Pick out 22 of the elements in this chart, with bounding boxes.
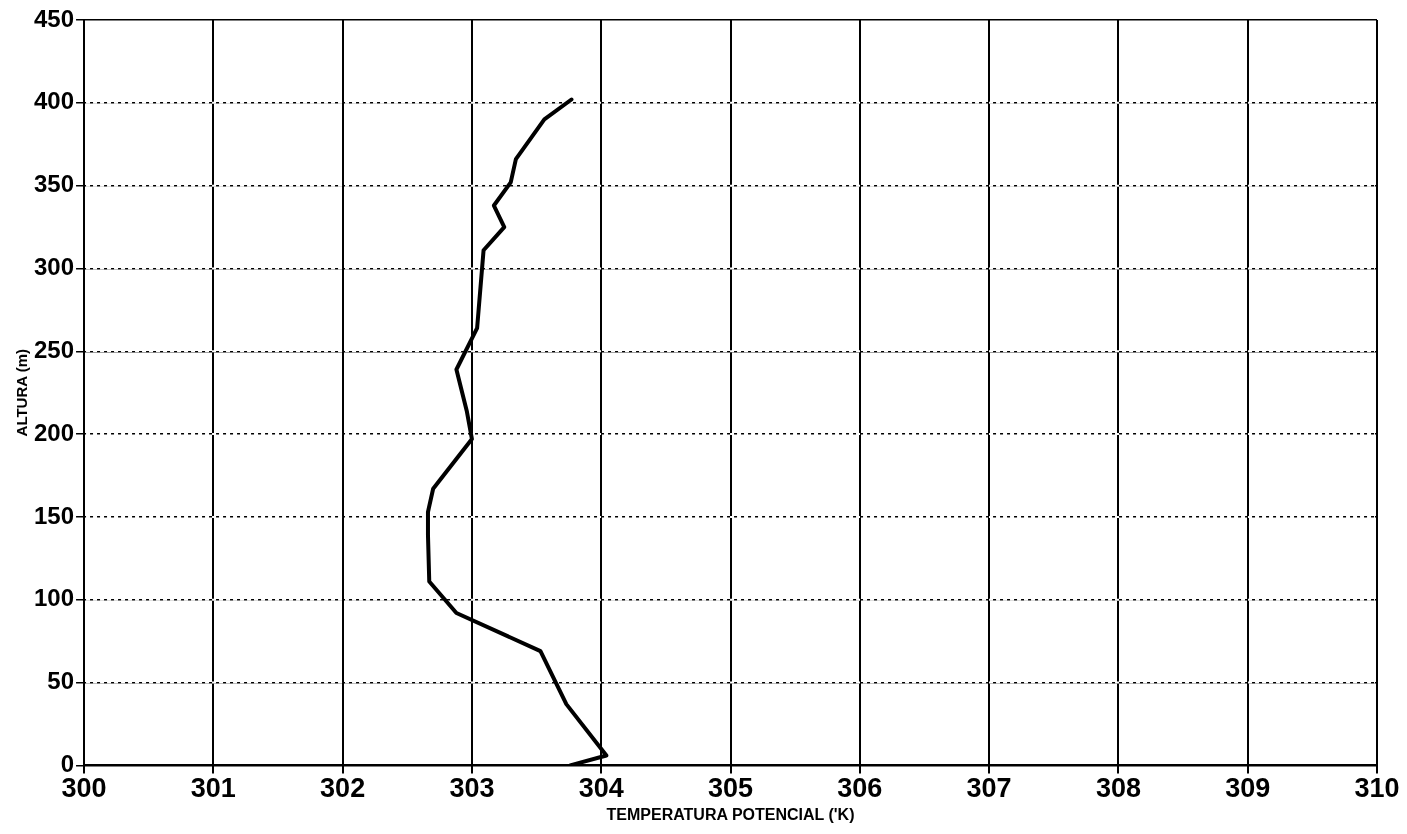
x-tick-label: 302 xyxy=(320,773,366,804)
x-axis-title: TEMPERATURA POTENCIAL ('K) xyxy=(606,805,855,823)
x-tick-label: 306 xyxy=(837,773,883,804)
y-tick-label: 50 xyxy=(47,667,75,695)
y-tick-label: 400 xyxy=(34,87,75,115)
y-axis-title: ALTURA (m) xyxy=(13,348,31,437)
y-tick-label: 200 xyxy=(34,418,75,446)
x-tick-label: 303 xyxy=(449,773,495,804)
x-tick-label: 304 xyxy=(578,773,624,804)
x-tick-label: 310 xyxy=(1354,773,1400,804)
x-tick-label: 308 xyxy=(1095,773,1141,804)
x-tick-label: 305 xyxy=(707,773,754,804)
x-tick-label: 307 xyxy=(966,773,1012,804)
x-tick-label: 301 xyxy=(190,773,236,804)
y-tick-label: 250 xyxy=(34,335,75,363)
y-tick-label: 150 xyxy=(34,501,75,529)
x-tick-label: 309 xyxy=(1225,773,1271,804)
y-tick-label: 450 xyxy=(34,4,75,32)
y-tick-label: 100 xyxy=(34,584,75,612)
y-tick-label: 350 xyxy=(34,170,75,198)
y-tick-label: 300 xyxy=(34,253,75,281)
y-tick-label: 0 xyxy=(60,750,75,778)
